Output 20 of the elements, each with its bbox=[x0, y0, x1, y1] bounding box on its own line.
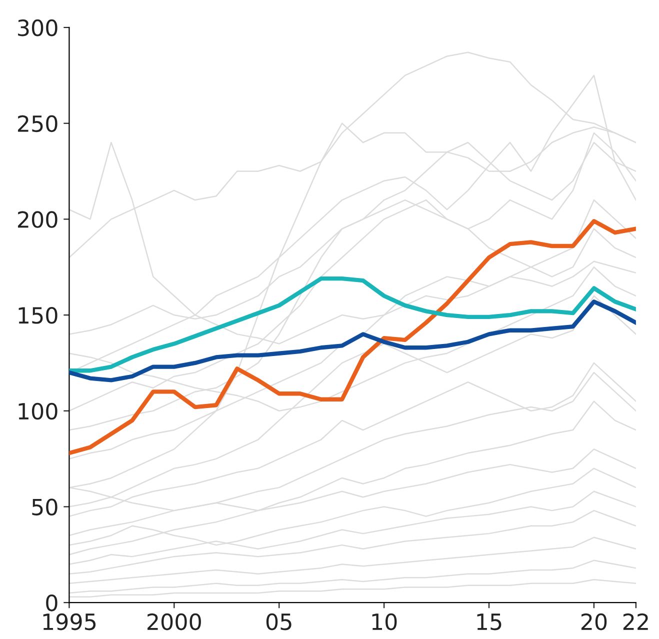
y-tick-label: 150 bbox=[18, 306, 58, 324]
line-series bbox=[69, 276, 636, 373]
x-tick-label: 05 bbox=[266, 613, 292, 630]
y-tick-label: 50 bbox=[32, 498, 58, 516]
x-tick-label: 15 bbox=[477, 614, 502, 630]
line-series bbox=[69, 536, 636, 584]
x-tick-label: 10 bbox=[372, 613, 397, 630]
line-series bbox=[69, 300, 636, 382]
line-series bbox=[69, 510, 636, 574]
line-series bbox=[69, 578, 636, 598]
y-tick-label: 300 bbox=[18, 19, 58, 36]
x-tick-label: 22 bbox=[623, 613, 648, 630]
x-tick-label: 20 bbox=[581, 613, 607, 630]
line-series bbox=[69, 560, 636, 594]
y-tick-label: 200 bbox=[18, 211, 58, 228]
x-tick-label: 1995 bbox=[43, 613, 96, 630]
y-tick-label: 100 bbox=[18, 402, 58, 420]
y-tick-label: 0 bbox=[46, 594, 58, 612]
x-tick-label: 2000 bbox=[148, 613, 201, 630]
y-tick-label: 250 bbox=[18, 115, 58, 132]
